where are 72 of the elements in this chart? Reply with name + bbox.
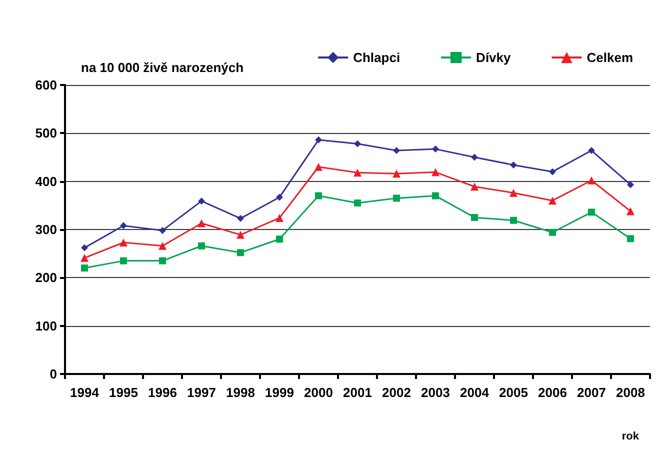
x-tick-label: 1998 [226, 385, 255, 400]
point [276, 194, 283, 201]
point [81, 264, 88, 272]
legend-label: Dívky [476, 50, 512, 65]
point [432, 192, 439, 200]
point [588, 176, 596, 184]
point [549, 228, 556, 236]
x-tick-label: 2003 [421, 385, 450, 400]
point [432, 146, 439, 153]
y-tick-label: 500 [35, 126, 57, 141]
point [276, 236, 283, 243]
point [80, 254, 88, 262]
point [354, 140, 361, 148]
point [588, 147, 595, 154]
point [198, 198, 205, 205]
x-tick-label: 2004 [460, 385, 490, 400]
legend-label: Chlapci [353, 50, 400, 65]
point [549, 168, 556, 176]
y-axis-title: na 10 000 živě narozených [81, 60, 244, 75]
x-tick-label: 1999 [265, 385, 294, 400]
point [510, 216, 517, 224]
point [354, 200, 361, 207]
point [159, 257, 166, 264]
x-tick-label: 2005 [499, 385, 528, 400]
x-tick-label: 2000 [304, 385, 333, 400]
point [510, 188, 518, 197]
point [236, 230, 244, 239]
point [198, 219, 206, 228]
x-tick-label: 1996 [148, 385, 177, 400]
x-tick-label: 2001 [343, 385, 372, 400]
y-tick-label: 300 [35, 222, 57, 237]
y-tick-label: 100 [35, 318, 57, 334]
point [626, 207, 634, 216]
point [315, 192, 322, 200]
point [354, 168, 362, 177]
point [393, 194, 400, 202]
point [315, 136, 322, 144]
point [314, 162, 322, 171]
point [81, 244, 88, 252]
point [432, 168, 440, 176]
point [237, 214, 244, 222]
point [120, 238, 128, 247]
y-tick-label: 600 [35, 78, 57, 92]
point [627, 181, 634, 188]
point [198, 242, 205, 250]
x-tick-label: 1994 [70, 385, 100, 400]
point [159, 226, 166, 234]
x-tick-label: 2002 [382, 385, 411, 400]
point [120, 222, 127, 230]
point [548, 196, 556, 205]
point [471, 214, 478, 221]
point [470, 182, 478, 191]
x-tick-label: 2007 [577, 385, 606, 400]
point [392, 170, 400, 178]
legend-label: Celkem [586, 50, 633, 65]
point [393, 147, 400, 154]
y-tick-label: 200 [35, 270, 57, 286]
x-tick-label: 1997 [187, 385, 216, 400]
point [237, 249, 244, 256]
y-tick-label: 400 [35, 174, 57, 189]
point [276, 214, 284, 222]
y-tick-label: 0 [50, 366, 57, 382]
point [588, 208, 595, 216]
x-tick-label: 2008 [616, 385, 645, 400]
x-tick-label: 2006 [538, 385, 567, 400]
point [120, 257, 127, 264]
point [627, 235, 634, 242]
x-tick-label: 1995 [109, 385, 138, 400]
point [510, 161, 517, 168]
x-axis-title: rok [622, 430, 640, 442]
point [158, 242, 166, 250]
point [471, 154, 478, 161]
